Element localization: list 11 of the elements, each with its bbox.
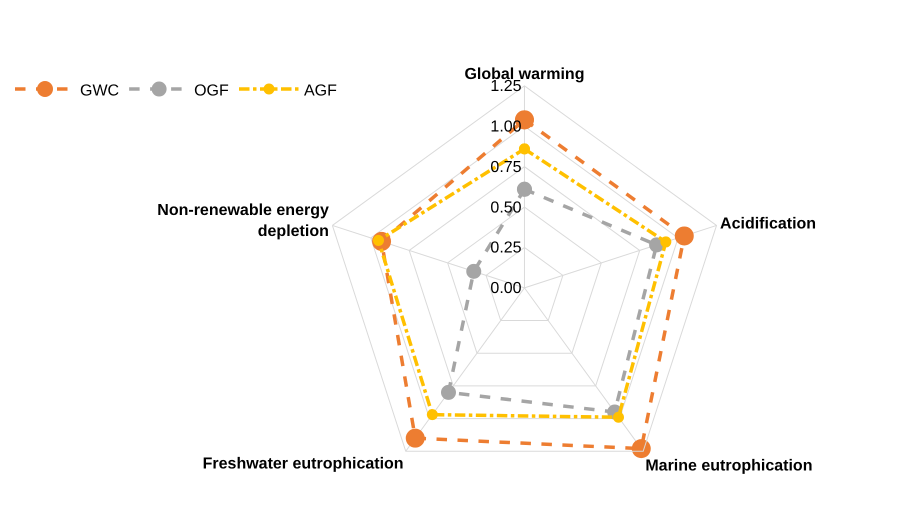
- spoke-label: Freshwater eutrophication: [202, 455, 404, 472]
- y-tick-label: 0.50: [490, 199, 522, 216]
- legend-label: GWC: [80, 82, 120, 100]
- legend-label: OGF: [194, 82, 229, 100]
- y-tick-label: 0.00: [490, 280, 522, 298]
- legend-label: AGF: [304, 82, 338, 100]
- spoke-label: Acidification: [720, 216, 816, 233]
- spoke-label: Marine eutrophication: [645, 457, 812, 474]
- y-tick-label: 0.25: [490, 240, 522, 257]
- y-tick-label: 0.75: [490, 158, 522, 176]
- spoke-label: Non-renewable energy depletion: [157, 202, 329, 240]
